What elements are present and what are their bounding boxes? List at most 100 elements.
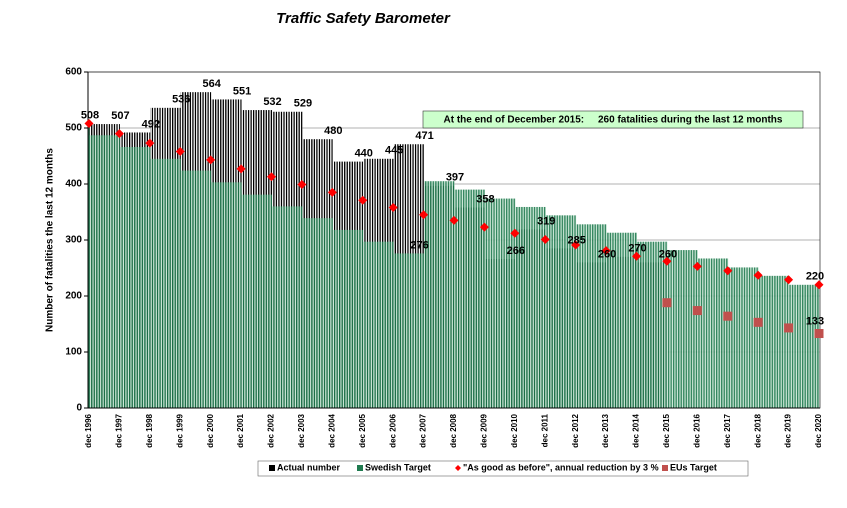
eu-marker bbox=[784, 323, 794, 333]
target-bar bbox=[606, 232, 637, 408]
y-tick-label: 600 bbox=[65, 67, 82, 78]
legend-label: Actual number bbox=[277, 462, 341, 472]
data-label: 270 bbox=[628, 243, 646, 255]
reduction-marker bbox=[784, 275, 794, 285]
data-label: 440 bbox=[355, 148, 373, 160]
reduction-marker bbox=[449, 215, 459, 225]
x-tick-label: dec 2016 bbox=[692, 413, 701, 447]
chart-title: Traffic Safety Barometer bbox=[276, 10, 451, 27]
x-tick-label: dec 2010 bbox=[510, 413, 519, 447]
legend-swatch bbox=[357, 465, 363, 471]
x-tick-label: dec 2003 bbox=[297, 413, 306, 447]
data-label: 480 bbox=[324, 125, 342, 137]
legend-label: EUs Target bbox=[670, 462, 717, 472]
reduction-marker bbox=[114, 129, 124, 139]
y-tick-label: 500 bbox=[65, 123, 82, 134]
reduction-marker bbox=[388, 203, 398, 213]
x-tick-label: dec 2015 bbox=[662, 413, 671, 447]
x-tick-label: dec 2009 bbox=[480, 413, 489, 447]
eu-marker bbox=[814, 329, 824, 339]
legend-swatch bbox=[662, 465, 668, 471]
x-tick-label: dec 2006 bbox=[388, 413, 397, 447]
y-tick-label: 0 bbox=[76, 403, 82, 414]
annotation-box bbox=[422, 110, 804, 129]
target-bar bbox=[728, 267, 759, 408]
y-tick-label: 100 bbox=[65, 347, 82, 358]
legend-swatch bbox=[455, 465, 461, 471]
legend-swatch bbox=[269, 465, 275, 471]
data-label: 397 bbox=[446, 172, 464, 184]
target-bar bbox=[697, 258, 729, 408]
target-bar bbox=[789, 284, 820, 408]
data-label: 492 bbox=[142, 118, 160, 130]
data-label: 220 bbox=[806, 271, 824, 283]
target-bar bbox=[484, 198, 516, 408]
target-bar bbox=[515, 206, 546, 408]
legend-label: "As good as before", annual reduction by… bbox=[463, 462, 659, 472]
data-label: 358 bbox=[476, 193, 494, 205]
y-axis-label: Number of fatalities the last 12 months bbox=[45, 148, 56, 332]
x-tick-label: dec 1998 bbox=[145, 413, 154, 447]
x-tick-label: dec 2017 bbox=[723, 413, 732, 447]
reduction-marker bbox=[510, 228, 520, 238]
target-bar bbox=[150, 158, 181, 408]
x-tick-label: dec 2012 bbox=[571, 413, 580, 447]
reduction-marker bbox=[175, 147, 185, 157]
reduction-marker bbox=[540, 234, 550, 244]
legend-box bbox=[257, 460, 749, 477]
x-tick-label: dec 1999 bbox=[175, 413, 184, 447]
eu-marker bbox=[692, 306, 702, 316]
reduction-marker bbox=[601, 246, 611, 256]
target-bar bbox=[89, 135, 120, 408]
target-bar bbox=[272, 206, 303, 408]
reduction-marker bbox=[267, 172, 276, 182]
target-bar bbox=[637, 241, 668, 408]
data-label: 285 bbox=[567, 234, 585, 246]
target-bar bbox=[302, 218, 333, 408]
target-bar bbox=[332, 229, 364, 408]
target-bar bbox=[180, 170, 212, 408]
x-tick-label: dec 2000 bbox=[206, 413, 215, 447]
x-tick-label: dec 2002 bbox=[267, 413, 276, 447]
y-tick-label: 300 bbox=[65, 235, 82, 246]
plot-border bbox=[87, 71, 821, 409]
target-bar bbox=[667, 250, 698, 408]
target-bar bbox=[241, 194, 272, 408]
eu-marker bbox=[662, 298, 672, 308]
eu-marker bbox=[723, 311, 733, 321]
data-label: 508 bbox=[81, 109, 99, 121]
target-bar bbox=[545, 215, 577, 408]
x-tick-label: dec 2001 bbox=[236, 413, 245, 447]
reduction-marker bbox=[571, 240, 581, 250]
target-bar bbox=[758, 275, 790, 408]
reduction-marker bbox=[236, 164, 246, 174]
reduction-marker bbox=[145, 138, 155, 148]
x-tick-label: dec 2005 bbox=[358, 413, 367, 447]
target-bar bbox=[88, 123, 90, 409]
x-tick-label: dec 1996 bbox=[84, 413, 93, 447]
data-label: 564 bbox=[202, 78, 221, 90]
x-tick-label: dec 2011 bbox=[540, 413, 549, 447]
target-bar bbox=[211, 182, 242, 408]
annotation: At the end of December 2015: 260 fatalit… bbox=[444, 115, 783, 126]
x-tick-label: dec 2018 bbox=[753, 413, 762, 447]
data-label: 551 bbox=[233, 85, 251, 97]
reduction-marker bbox=[632, 251, 641, 261]
target-bar bbox=[363, 241, 394, 408]
reduction-marker bbox=[814, 280, 824, 290]
target-bar bbox=[454, 189, 485, 408]
y-tick-label: 400 bbox=[65, 179, 82, 190]
data-label: 133 bbox=[806, 315, 824, 327]
data-label: 266 bbox=[507, 245, 525, 257]
reduction-marker bbox=[479, 222, 489, 232]
eu-marker bbox=[753, 317, 763, 327]
reduction-marker bbox=[358, 195, 368, 205]
x-tick-label: dec 2020 bbox=[814, 413, 823, 447]
data-label: 536 bbox=[172, 94, 190, 106]
data-label: 529 bbox=[294, 98, 312, 110]
y-tick-label: 200 bbox=[65, 291, 82, 302]
x-tick-label: dec 1997 bbox=[115, 413, 124, 447]
reduction-marker bbox=[84, 119, 94, 129]
reduction-marker bbox=[419, 210, 429, 220]
data-label: 532 bbox=[263, 96, 281, 108]
